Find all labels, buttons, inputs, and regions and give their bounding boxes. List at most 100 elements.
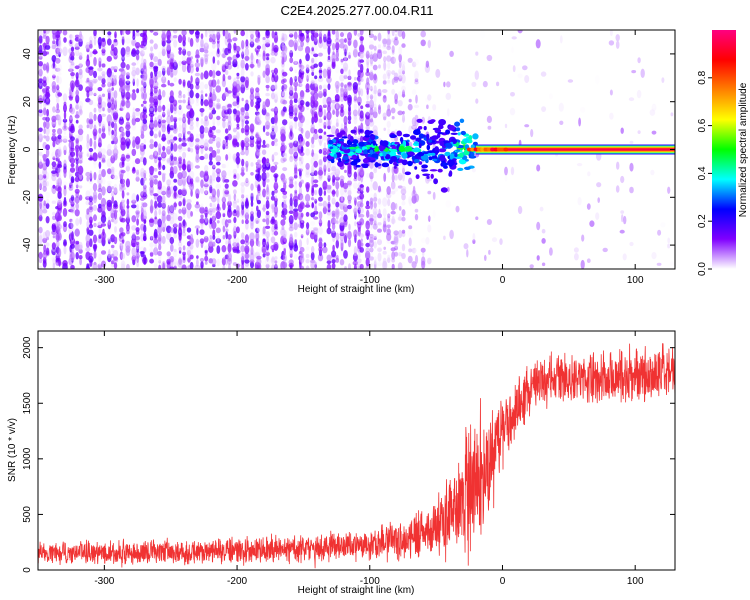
- spectrogram-noise-cell: [188, 97, 195, 105]
- spectrogram-noise-cell: [365, 257, 370, 267]
- spectrogram-noise-cell: [300, 218, 304, 224]
- spectrogram-noise-cell: [98, 136, 102, 142]
- spectrogram-noise-cell: [335, 174, 340, 179]
- spectrogram-noise-cell: [244, 76, 250, 86]
- spectrogram-noise-cell: [204, 190, 209, 196]
- spectrogram-noise-cell: [75, 184, 79, 189]
- spectrogram-noise-cell: [372, 125, 378, 134]
- spectrogram-noise-cell: [327, 119, 331, 128]
- spectrogram-noise-cell: [235, 195, 241, 202]
- spectrogram-noise-cell: [335, 41, 340, 51]
- spectrogram-noise-cell: [143, 81, 147, 89]
- spectrogram-noise-cell: [135, 253, 140, 259]
- spectrogram-noise-cell: [204, 164, 209, 173]
- spectrogram-noise-cell: [74, 42, 80, 50]
- spectrogram-noise-cell: [69, 237, 76, 246]
- spectrogram-noise-cell: [466, 249, 469, 258]
- spectrogram-noise-cell: [273, 93, 279, 104]
- spectrogram-noise-cell: [98, 161, 102, 169]
- spectrogram-noise-cell: [340, 58, 344, 63]
- spectrogram-noise-cell: [135, 42, 141, 49]
- spectrogram-noise-cell: [262, 50, 266, 57]
- spectrogram-noise-cell: [326, 214, 332, 220]
- spectrogram-noise-cell: [365, 250, 371, 260]
- spectrogram-noise-cell: [401, 209, 406, 217]
- spectrogram-noise-cell: [370, 30, 373, 35]
- spectrogram-y-tick-label: 40: [22, 48, 33, 60]
- spectrogram-noise-cell: [311, 46, 315, 52]
- spectrogram-noise-cell: [293, 31, 298, 40]
- spectrogram-noise-cell: [212, 207, 216, 213]
- spectrogram-noise-cell: [153, 119, 158, 128]
- spectrogram-noise-cell: [241, 232, 245, 240]
- spectrogram-noise-cell: [264, 161, 271, 169]
- spectrogram-signal-cell: [329, 146, 334, 150]
- spectrogram-noise-cell: [386, 108, 392, 117]
- spectrogram-noise-cell: [377, 185, 382, 193]
- spectrogram-noise-cell: [224, 161, 230, 168]
- spectrogram-noise-cell: [150, 46, 154, 52]
- spectrogram-noise-cell: [88, 147, 94, 153]
- spectrogram-noise-cell: [250, 245, 254, 256]
- spectrogram-noise-cell: [398, 60, 402, 69]
- snr-y-tick-label: 1500: [22, 392, 33, 415]
- spectrogram-noise-cell: [299, 115, 305, 124]
- spectrogram-noise-cell: [113, 134, 118, 142]
- spectrogram-noise-cell: [352, 182, 358, 189]
- spectrogram-signal-cell: [433, 178, 438, 185]
- spectrogram-noise-cell: [169, 52, 175, 59]
- spectrogram-noise-cell: [281, 37, 285, 41]
- spectrogram-noise-cell: [149, 107, 154, 112]
- spectrogram-noise-cell: [657, 229, 662, 236]
- spectrogram-noise-cell: [52, 156, 56, 161]
- spectrogram-noise-cell: [225, 161, 229, 167]
- spectrogram-noise-cell: [390, 201, 396, 211]
- spectrogram-noise-cell: [57, 148, 62, 158]
- spectrogram-signal-cell: [426, 144, 431, 151]
- spectrogram-noise-cell: [342, 57, 349, 62]
- spectrogram-noise-cell: [167, 79, 170, 86]
- spectrogram-noise-cell: [398, 46, 403, 56]
- spectrogram-noise-cell: [46, 62, 50, 72]
- spectrogram-noise-cell: [353, 196, 358, 201]
- spectrogram-noise-cell: [377, 49, 382, 54]
- spectrogram-noise-cell: [282, 194, 288, 199]
- spectrogram-noise-cell: [386, 38, 392, 46]
- spectrogram-signal-cell: [422, 173, 431, 177]
- spectrogram-noise-cell: [335, 108, 339, 118]
- spectrogram-noise-cell: [306, 237, 309, 246]
- spectrogram-noise-cell: [391, 215, 395, 225]
- spectrogram-noise-cell: [306, 246, 310, 251]
- spectrogram-noise-cell: [261, 156, 267, 164]
- spectrogram-noise-cell: [69, 167, 76, 173]
- spectrogram-noise-cell: [373, 236, 377, 241]
- spectrogram-noise-cell: [142, 157, 147, 166]
- spectrogram-noise-cell: [413, 104, 420, 109]
- spectrogram-noise-cell: [106, 183, 112, 193]
- spectrogram-noise-cell: [125, 72, 130, 77]
- spectrogram-noise-cell: [120, 137, 126, 146]
- spectrogram-noise-cell: [377, 157, 382, 163]
- spectrogram-noise-cell: [244, 172, 250, 183]
- spectrogram-noise-cell: [244, 120, 249, 125]
- spectrogram-noise-cell: [299, 194, 305, 203]
- spectrogram-noise-cell: [382, 80, 387, 85]
- spectrogram-noise-cell: [340, 82, 344, 88]
- spectrogram-noise-cell: [222, 225, 226, 233]
- spectrogram-noise-cell: [282, 152, 287, 156]
- spectrogram-y-axis-label: Frequency (Hz): [7, 116, 18, 185]
- spectrogram-signal-cell: [458, 158, 467, 165]
- spectrogram-noise-cell: [227, 92, 232, 98]
- spectrogram-noise-cell: [348, 54, 351, 59]
- spectrogram-noise-cell: [314, 57, 318, 64]
- spectrogram-noise-cell: [172, 213, 178, 221]
- spectrogram-noise-cell: [75, 48, 80, 57]
- spectrogram-noise-cell: [352, 252, 358, 262]
- spectrogram-noise-cell: [304, 119, 311, 125]
- spectrogram-signal-cell: [379, 145, 385, 152]
- spectrogram-noise-cell: [387, 61, 391, 70]
- spectrogram-noise-cell: [211, 215, 216, 222]
- spectrogram-noise-cell: [262, 253, 266, 258]
- spectrogram-noise-cell: [475, 51, 479, 56]
